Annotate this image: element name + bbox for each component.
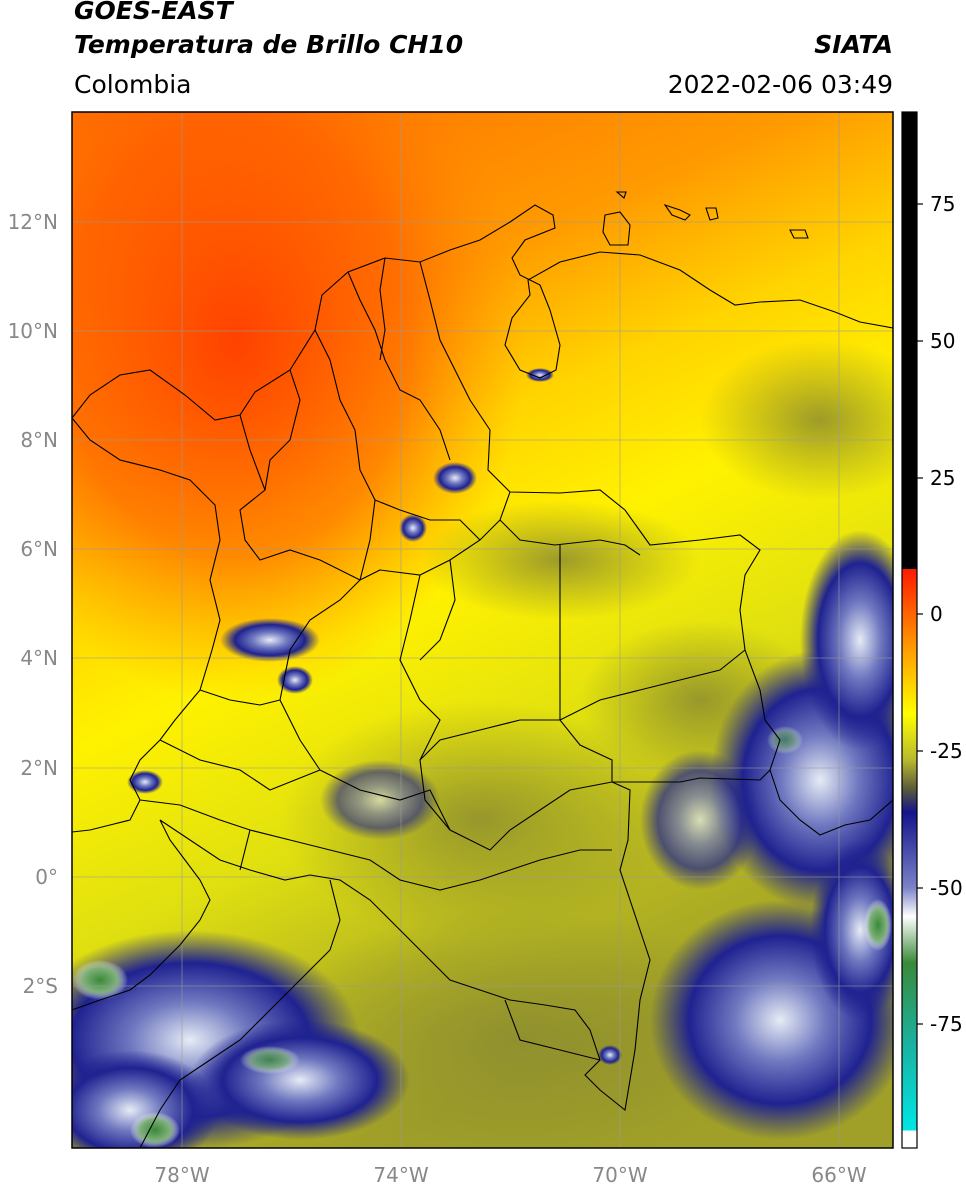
colorbar-tick-label: -50 <box>930 876 963 900</box>
lat-tick-label: 6°N <box>20 537 58 561</box>
colorbar-gradient <box>902 569 917 1148</box>
colorbar-tick-label: -75 <box>930 1012 963 1036</box>
lat-tick-label: 2°S <box>23 974 58 998</box>
lat-tick-label: 12°N <box>8 210 58 234</box>
colorbar-tick-label: 25 <box>930 466 955 490</box>
satellite-title: GOES-EAST <box>74 0 233 25</box>
lon-tick-label: 78°W <box>154 1163 209 1187</box>
lon-tick-label: 66°W <box>811 1163 866 1187</box>
plot-frame <box>71 111 894 1149</box>
lat-tick-label: 0° <box>35 865 58 889</box>
lat-tick-label: 4°N <box>20 646 58 670</box>
boundaries <box>72 191 893 1148</box>
lat-tick-labels: 12°N 10°N 8°N 6°N 4°N 2°N 0° 2°S <box>8 210 58 998</box>
region-label: Colombia <box>74 70 192 99</box>
colorbar-tick-label: -25 <box>930 739 963 763</box>
satellite-field <box>72 112 893 1148</box>
agency-label: SIATA <box>814 30 893 59</box>
product-title: Temperatura de Brillo CH10 <box>74 30 464 59</box>
lat-tick-label: 2°N <box>20 756 58 780</box>
colorbar-tick-label: 75 <box>930 192 955 216</box>
datetime-label: 2022-02-06 03:49 <box>667 70 893 99</box>
lon-tick-label: 74°W <box>373 1163 428 1187</box>
lat-tick-label: 10°N <box>8 319 58 343</box>
colorbar-tick-label: 0 <box>930 602 943 626</box>
colorbar-tick-label: 50 <box>930 329 955 353</box>
lon-tick-labels: 78°W 74°W 70°W 66°W <box>154 1163 866 1187</box>
colorbar-black-segment <box>902 112 917 569</box>
graticule <box>72 112 893 1148</box>
colorbar: 75 50 25 0 -25 -50 -75 <box>901 111 963 1149</box>
lon-tick-label: 70°W <box>592 1163 647 1187</box>
lat-tick-label: 8°N <box>20 428 58 452</box>
